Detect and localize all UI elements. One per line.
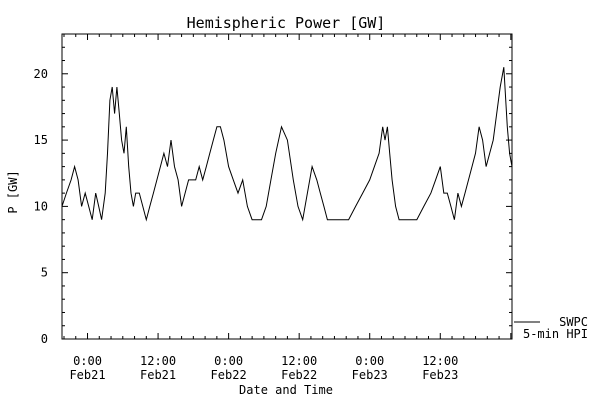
x-tick-date-label: Feb21	[69, 368, 105, 382]
y-tick-label: 5	[41, 266, 48, 280]
x-tick-date-label: Feb23	[422, 368, 458, 382]
chart-title: Hemispheric Power [GW]	[187, 14, 386, 32]
x-tick-date-label: Feb23	[352, 368, 388, 382]
x-tick-date-label: Feb22	[281, 368, 317, 382]
y-tick-label: 20	[34, 67, 48, 81]
y-axis-label: P [GW]	[6, 170, 20, 213]
y-tick-label: 10	[34, 199, 48, 213]
x-tick-time-label: 0:00	[355, 354, 384, 368]
series-line-0	[61, 67, 513, 222]
legend-label-swpc: SWPC	[559, 315, 588, 329]
x-tick-time-label: 0:00	[73, 354, 102, 368]
legend-label-hpi: 5-min HPI	[523, 327, 588, 341]
x-tick-date-label: Feb22	[211, 368, 247, 382]
x-tick-time-label: 12:00	[281, 354, 317, 368]
y-tick-label: 0	[41, 332, 48, 346]
y-axis: 0 5 10 15 20	[34, 33, 512, 346]
y-tick-label: 15	[34, 133, 48, 147]
x-tick-time-label: 12:00	[140, 354, 176, 368]
x-tick-date-label: Feb21	[140, 368, 176, 382]
legend: SWPC 5-min HPI	[514, 315, 588, 341]
x-tick-time-label: 12:00	[422, 354, 458, 368]
data-series	[61, 67, 513, 222]
x-axis-label: Date and Time	[239, 383, 333, 397]
plot-frame	[61, 33, 513, 340]
x-axis: 0:00Feb2112:00Feb210:00Feb2212:00Feb220:…	[63, 34, 512, 382]
x-tick-time-label: 0:00	[214, 354, 243, 368]
